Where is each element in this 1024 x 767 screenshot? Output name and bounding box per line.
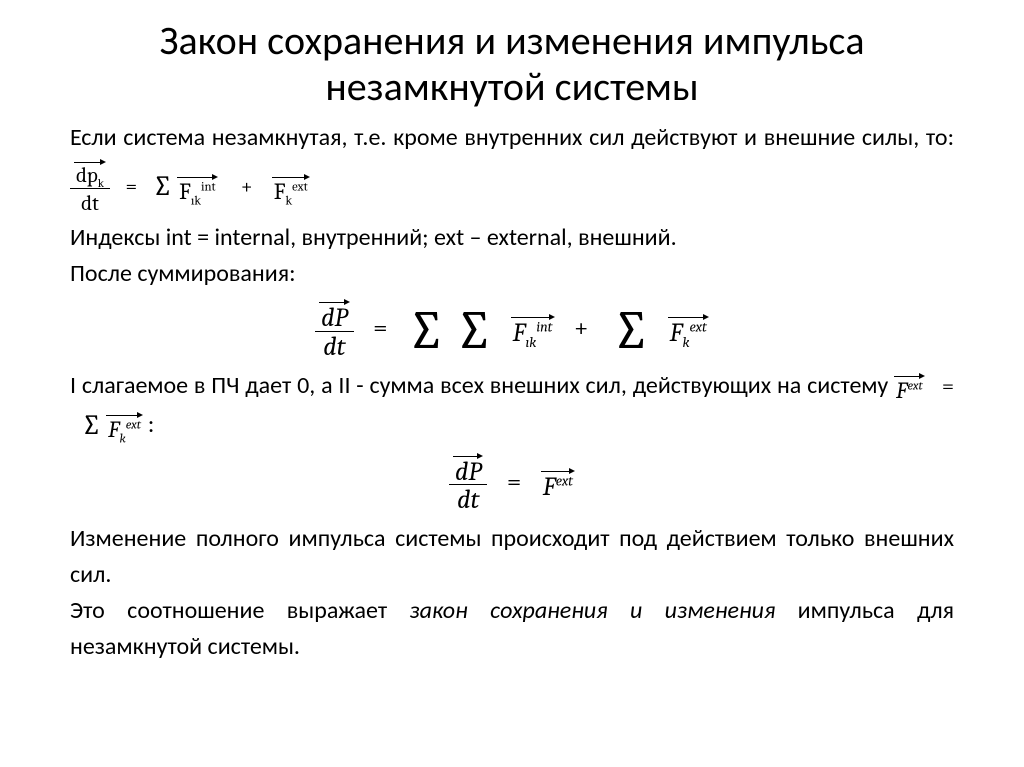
- sym-dP-2: dP: [453, 461, 483, 484]
- sym-plus-2: +: [574, 313, 588, 343]
- para-conclusion-1: Изменение полного импульса системы проис…: [70, 521, 954, 593]
- sym-int-1: int: [201, 180, 216, 194]
- sym-dt-3: dt: [449, 485, 487, 515]
- sym-dt-2: dt: [315, 332, 353, 362]
- sym-plus-1: +: [241, 175, 253, 199]
- sym-sum-3: ∑: [81, 404, 101, 446]
- formula-display-2: dP dt = Fext: [70, 452, 954, 516]
- slide: Закон сохранения и изменения импульса не…: [0, 0, 1024, 767]
- sym-sum-1: ∑: [153, 165, 173, 207]
- para-intro: Если система незамкнутая, т.е. кроме вну…: [70, 120, 954, 220]
- sym-F-6: F: [108, 416, 119, 443]
- para-conclusion-2: Это соотношение выражает закон сохранени…: [70, 593, 954, 665]
- sym-dP-1: dP: [319, 307, 349, 330]
- colon-1: :: [148, 410, 154, 439]
- sym-ext-4: ext: [126, 418, 141, 432]
- sym-ik-1: ık: [191, 194, 201, 208]
- p6-a: Это соотношение выражает: [70, 596, 409, 625]
- para-slagaemoe-text: I слагаемое в ПЧ дает 0, а II - сумма вс…: [70, 371, 894, 400]
- para-intro-text: Если система незамкнутая, т.е. кроме вну…: [70, 123, 954, 152]
- sym-F-2: F: [274, 178, 286, 205]
- slide-title: Закон сохранения и изменения импульса не…: [70, 18, 954, 110]
- sym-ik-2: ık: [526, 334, 537, 351]
- sym-k-4: k: [120, 433, 126, 447]
- sym-F-5: F: [896, 377, 907, 404]
- sym-sum-2a: ∑: [405, 312, 447, 350]
- sym-eq-4: =: [507, 467, 521, 497]
- sym-ext-1: ext: [292, 180, 308, 194]
- sym-eq-2: =: [373, 313, 387, 343]
- para-slagaemoe: I слагаемое в ПЧ дает 0, а II - сумма вс…: [70, 368, 954, 446]
- p6-law: закон сохранения и изменения: [409, 596, 775, 625]
- sym-sum-2c: ∑: [610, 312, 652, 350]
- sym-F-1: F: [179, 178, 191, 205]
- sym-eq-1: =: [125, 175, 137, 199]
- sym-dpk: dp: [76, 164, 98, 188]
- sym-F-3: F: [513, 318, 526, 348]
- sym-sum-2b: ∑: [453, 312, 495, 350]
- sym-F-7: F: [543, 472, 556, 502]
- sym-ext-3: ext: [907, 379, 922, 393]
- para-indices: Индексы int = internal, внутренний; ext …: [70, 220, 954, 256]
- formula-display-1: dP dt = ∑ ∑ Fıkint + ∑ Fkext: [70, 298, 954, 362]
- sym-k-2: k: [285, 194, 292, 208]
- sym-eq-3: =: [942, 373, 954, 399]
- sym-F-4: F: [670, 318, 683, 348]
- sym-k-3: k: [683, 334, 690, 351]
- sym-k: k: [98, 177, 104, 190]
- sym-dt-1: dt: [70, 189, 110, 221]
- para-after-sum: После суммирования:: [70, 256, 954, 292]
- formula-inline-1: dpk dt = ∑ Fıkint + Fkext: [70, 175, 310, 199]
